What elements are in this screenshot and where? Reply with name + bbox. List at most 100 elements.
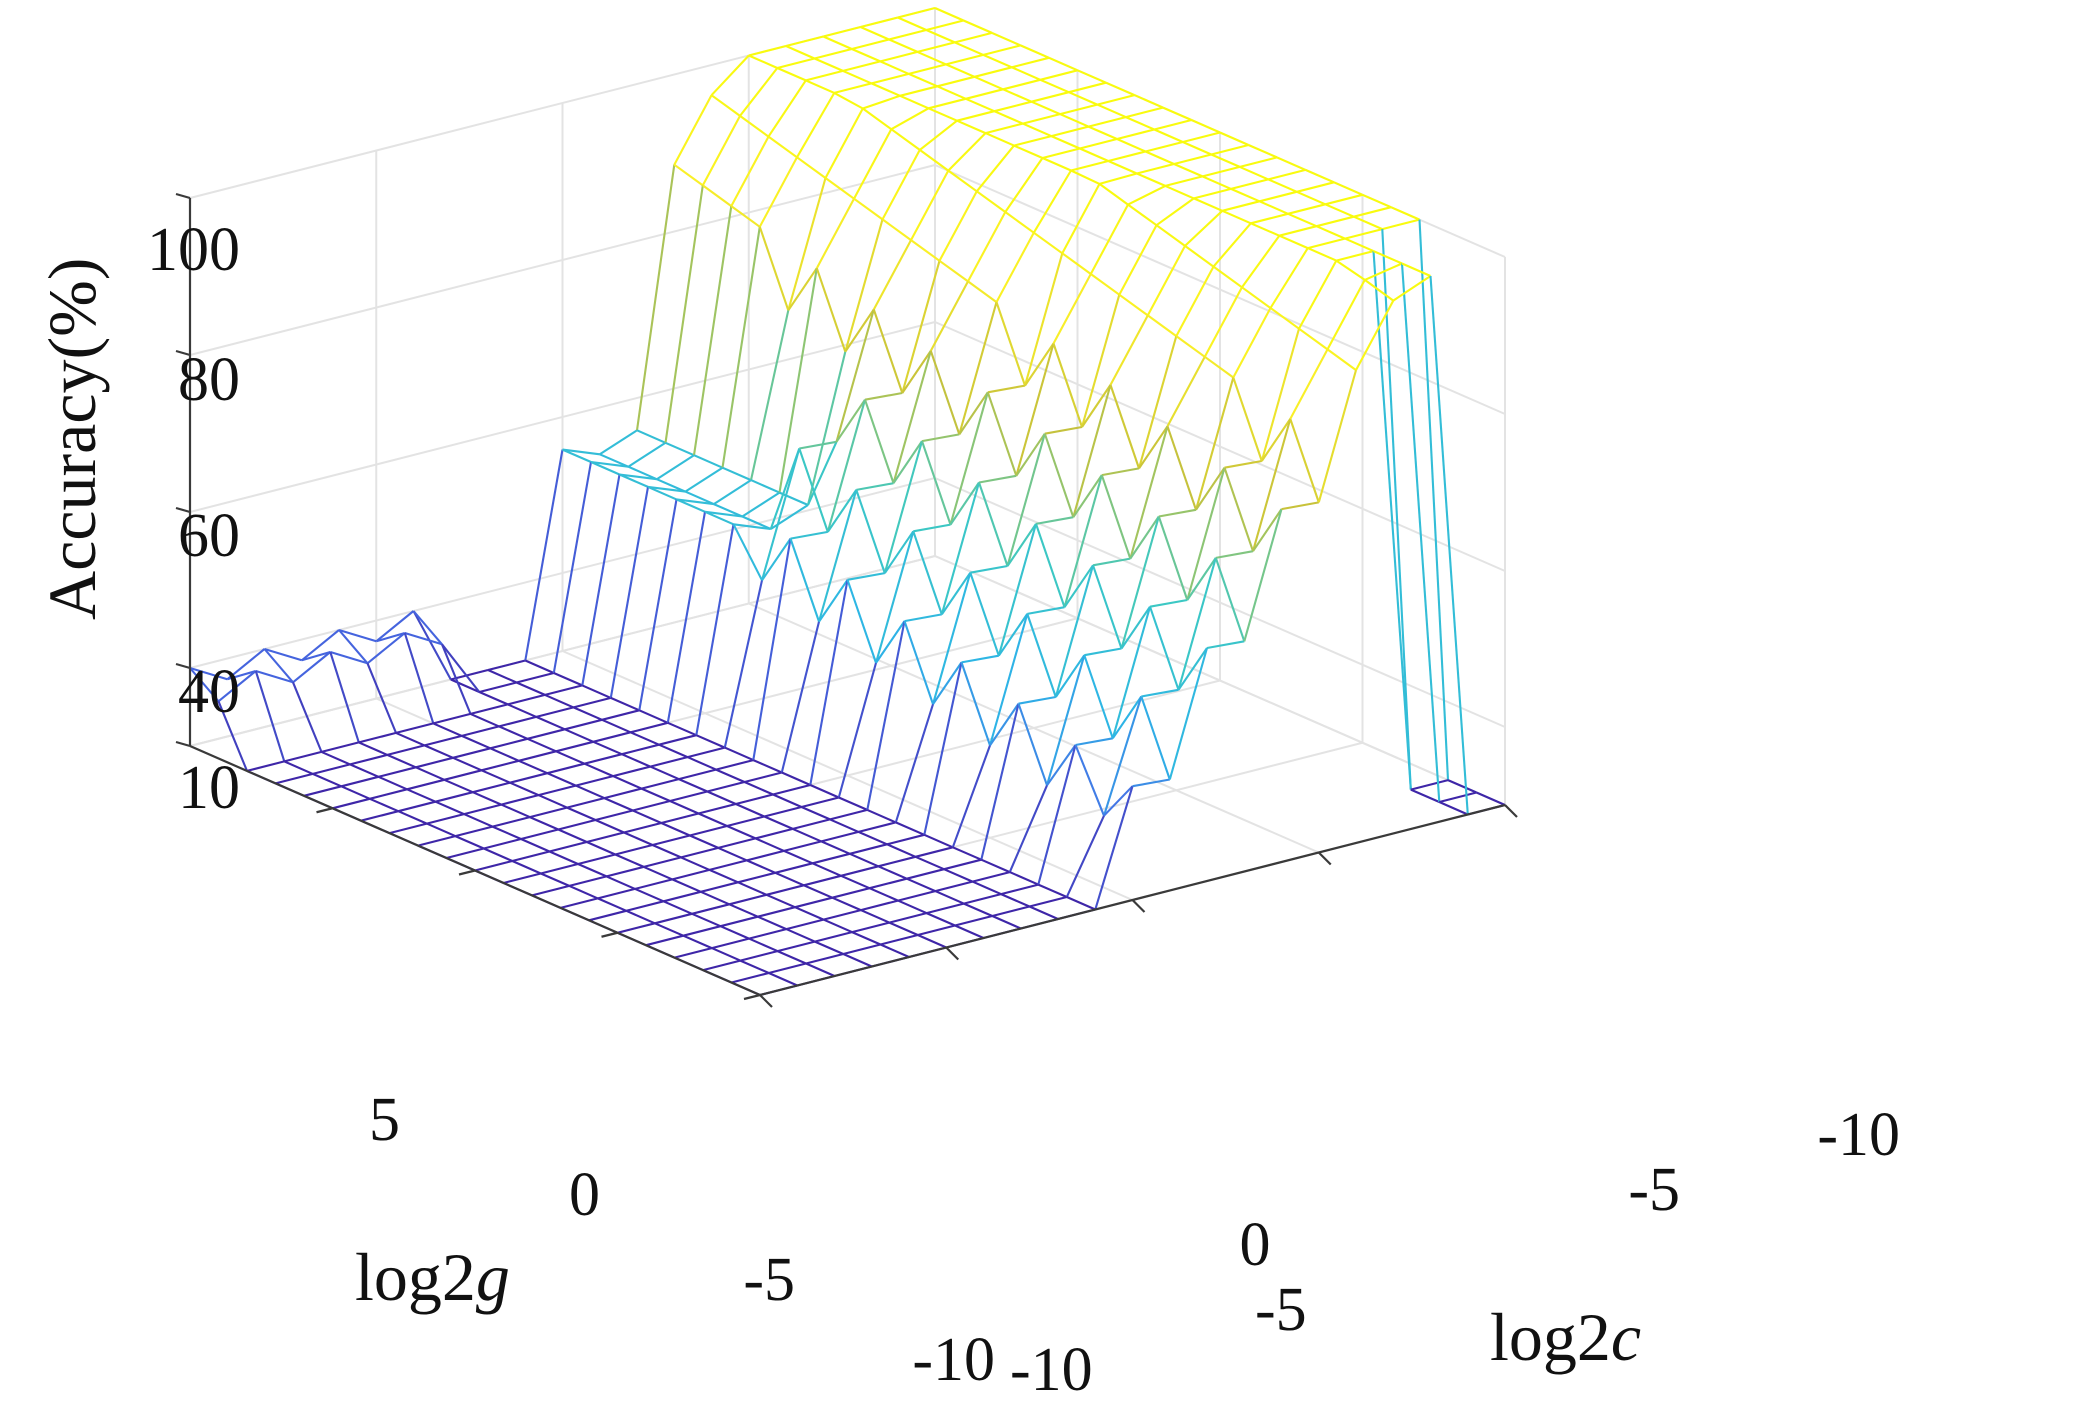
mesh-segment <box>706 790 737 805</box>
mesh-segment <box>1074 744 1105 817</box>
mesh-segment <box>1326 348 1357 371</box>
mesh-segment <box>255 669 294 684</box>
mesh-segment <box>995 301 1026 386</box>
mesh-segment <box>796 156 827 179</box>
mesh-segment <box>1145 140 1184 153</box>
mesh-segment <box>303 785 342 797</box>
mesh-segment <box>1177 557 1217 691</box>
mesh-segment <box>960 662 991 746</box>
mesh-segment <box>1127 184 1166 206</box>
mesh-segment <box>395 722 434 734</box>
mesh-segment <box>1072 474 1103 518</box>
mesh-segment <box>487 659 526 672</box>
mesh-segment <box>1269 247 1309 309</box>
mesh-segment <box>1281 501 1319 511</box>
mesh-segment <box>527 737 557 753</box>
mesh-segment <box>1051 125 1089 138</box>
mesh-segment <box>1324 203 1355 218</box>
z-tick-60: 60 <box>178 502 240 570</box>
mesh-segment <box>842 60 881 72</box>
mesh-segment <box>805 962 835 977</box>
mesh-segment <box>895 821 925 836</box>
mesh-segment <box>831 896 862 912</box>
mesh-segment <box>1326 279 1366 350</box>
mesh-segment <box>1101 467 1140 477</box>
mesh-segment <box>823 918 853 934</box>
mesh-segment <box>1042 157 1072 172</box>
mesh-segment <box>301 650 331 662</box>
mesh-segment <box>575 775 614 787</box>
mesh-segment <box>718 837 756 849</box>
mesh-segment <box>1018 695 1056 705</box>
mesh-segment <box>1009 871 1039 886</box>
mesh-segment <box>880 933 919 946</box>
mesh-segment <box>275 772 314 785</box>
mesh-segment <box>1267 178 1298 193</box>
mesh-segment <box>1147 314 1177 337</box>
z-tick-40: 40 <box>178 658 240 726</box>
mesh-segment <box>691 903 730 915</box>
mesh-segment <box>1182 131 1221 144</box>
c-tick-minus5: -5 <box>1255 1276 1307 1344</box>
mesh-segment <box>1355 300 1395 371</box>
mesh-segment <box>549 840 588 853</box>
mesh-segment <box>741 491 781 518</box>
mesh-segment <box>1155 224 1186 247</box>
mesh-segment <box>524 659 555 674</box>
mesh-segment <box>1251 418 1292 552</box>
mesh-segment <box>785 35 824 48</box>
mesh-segment <box>799 440 837 450</box>
mesh-segment <box>801 796 840 809</box>
mesh-segment <box>663 900 693 915</box>
mesh-segment <box>671 878 702 893</box>
mesh-segment <box>748 44 787 57</box>
mesh-segment <box>715 768 745 783</box>
mesh-segment <box>1390 206 1420 221</box>
mesh-segment <box>612 765 651 778</box>
mesh-segment <box>1080 294 1121 428</box>
mesh-segment <box>864 399 895 484</box>
mesh-segment <box>856 482 894 491</box>
mesh-segment <box>755 837 785 852</box>
mesh-segment <box>978 474 1017 484</box>
mesh-segment <box>715 759 754 771</box>
mesh-segment <box>755 827 794 840</box>
mesh-segment <box>444 769 482 781</box>
mesh-segment <box>1109 384 1140 469</box>
mesh-segment <box>1372 251 1412 790</box>
mesh-segment <box>443 778 474 794</box>
mesh-segment <box>481 759 520 772</box>
mesh-segment <box>678 778 708 793</box>
mesh-segment <box>915 855 945 871</box>
mesh-segment <box>912 530 943 615</box>
mesh-segment <box>780 621 821 773</box>
mesh-segment <box>720 925 750 940</box>
mesh-segment <box>375 610 415 643</box>
mesh-segment <box>932 661 963 705</box>
mesh-segment <box>1017 703 1048 786</box>
mesh-segment <box>1000 893 1030 908</box>
mesh-segment <box>785 45 815 60</box>
mesh-segment <box>917 41 956 53</box>
mesh-segment <box>433 712 471 725</box>
mesh-segment <box>789 538 820 622</box>
mesh-segment <box>823 25 861 38</box>
mesh-segment <box>661 812 699 825</box>
mesh-segment <box>707 780 745 793</box>
mesh-segment <box>744 771 783 784</box>
mesh-segment <box>643 865 673 881</box>
mesh-segment <box>627 441 667 468</box>
mesh-segment <box>415 756 454 769</box>
mesh-segment <box>625 909 656 925</box>
mesh-segment <box>903 620 934 705</box>
mesh-segment <box>654 922 684 937</box>
mesh-segment <box>1125 106 1164 119</box>
mesh-segment <box>395 731 425 747</box>
mesh-segment <box>746 849 785 862</box>
mesh-segment <box>658 743 688 759</box>
mesh-segment <box>1052 273 1092 344</box>
mesh-segment <box>452 747 491 759</box>
mesh-segment <box>1068 91 1098 106</box>
mesh-segment <box>1212 222 1252 268</box>
